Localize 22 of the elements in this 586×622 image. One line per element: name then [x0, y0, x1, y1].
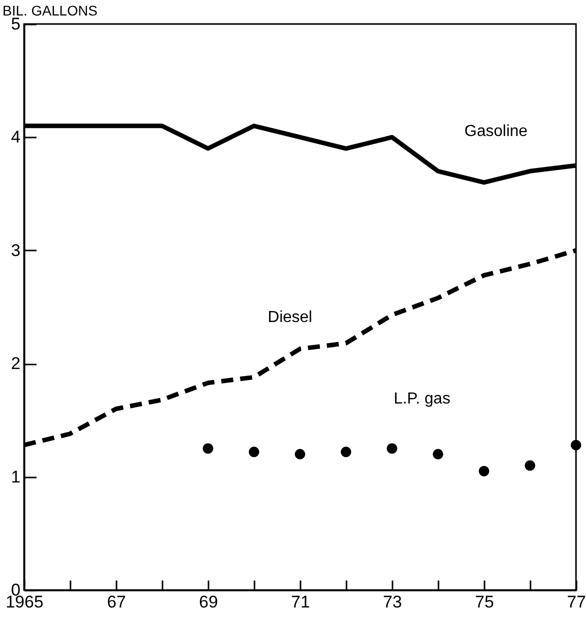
point: [570, 440, 582, 450]
point: [524, 460, 536, 471]
point: [432, 448, 444, 460]
point: [478, 466, 490, 476]
y-tick-label: 2: [11, 354, 20, 374]
x-tick-label: 71: [291, 592, 310, 612]
series-label: Gasoline: [464, 123, 528, 140]
x-tick-label: 73: [383, 592, 402, 612]
point: [248, 446, 260, 458]
x-tick-label: 75: [475, 592, 494, 612]
series-label: Diesel: [268, 308, 312, 326]
point: [340, 446, 352, 458]
y-tick-label: 3: [11, 240, 20, 260]
y-tick-label: 1: [11, 467, 20, 486]
y-tick-label: 4: [11, 128, 20, 147]
x-tick-label: 77: [567, 592, 586, 612]
point: [202, 443, 214, 454]
x-tick-label: 67: [107, 592, 126, 612]
text: L.P. gas: [394, 390, 450, 408]
point: [294, 448, 306, 460]
point: [386, 443, 398, 454]
x-tick-label: 69: [199, 592, 218, 612]
